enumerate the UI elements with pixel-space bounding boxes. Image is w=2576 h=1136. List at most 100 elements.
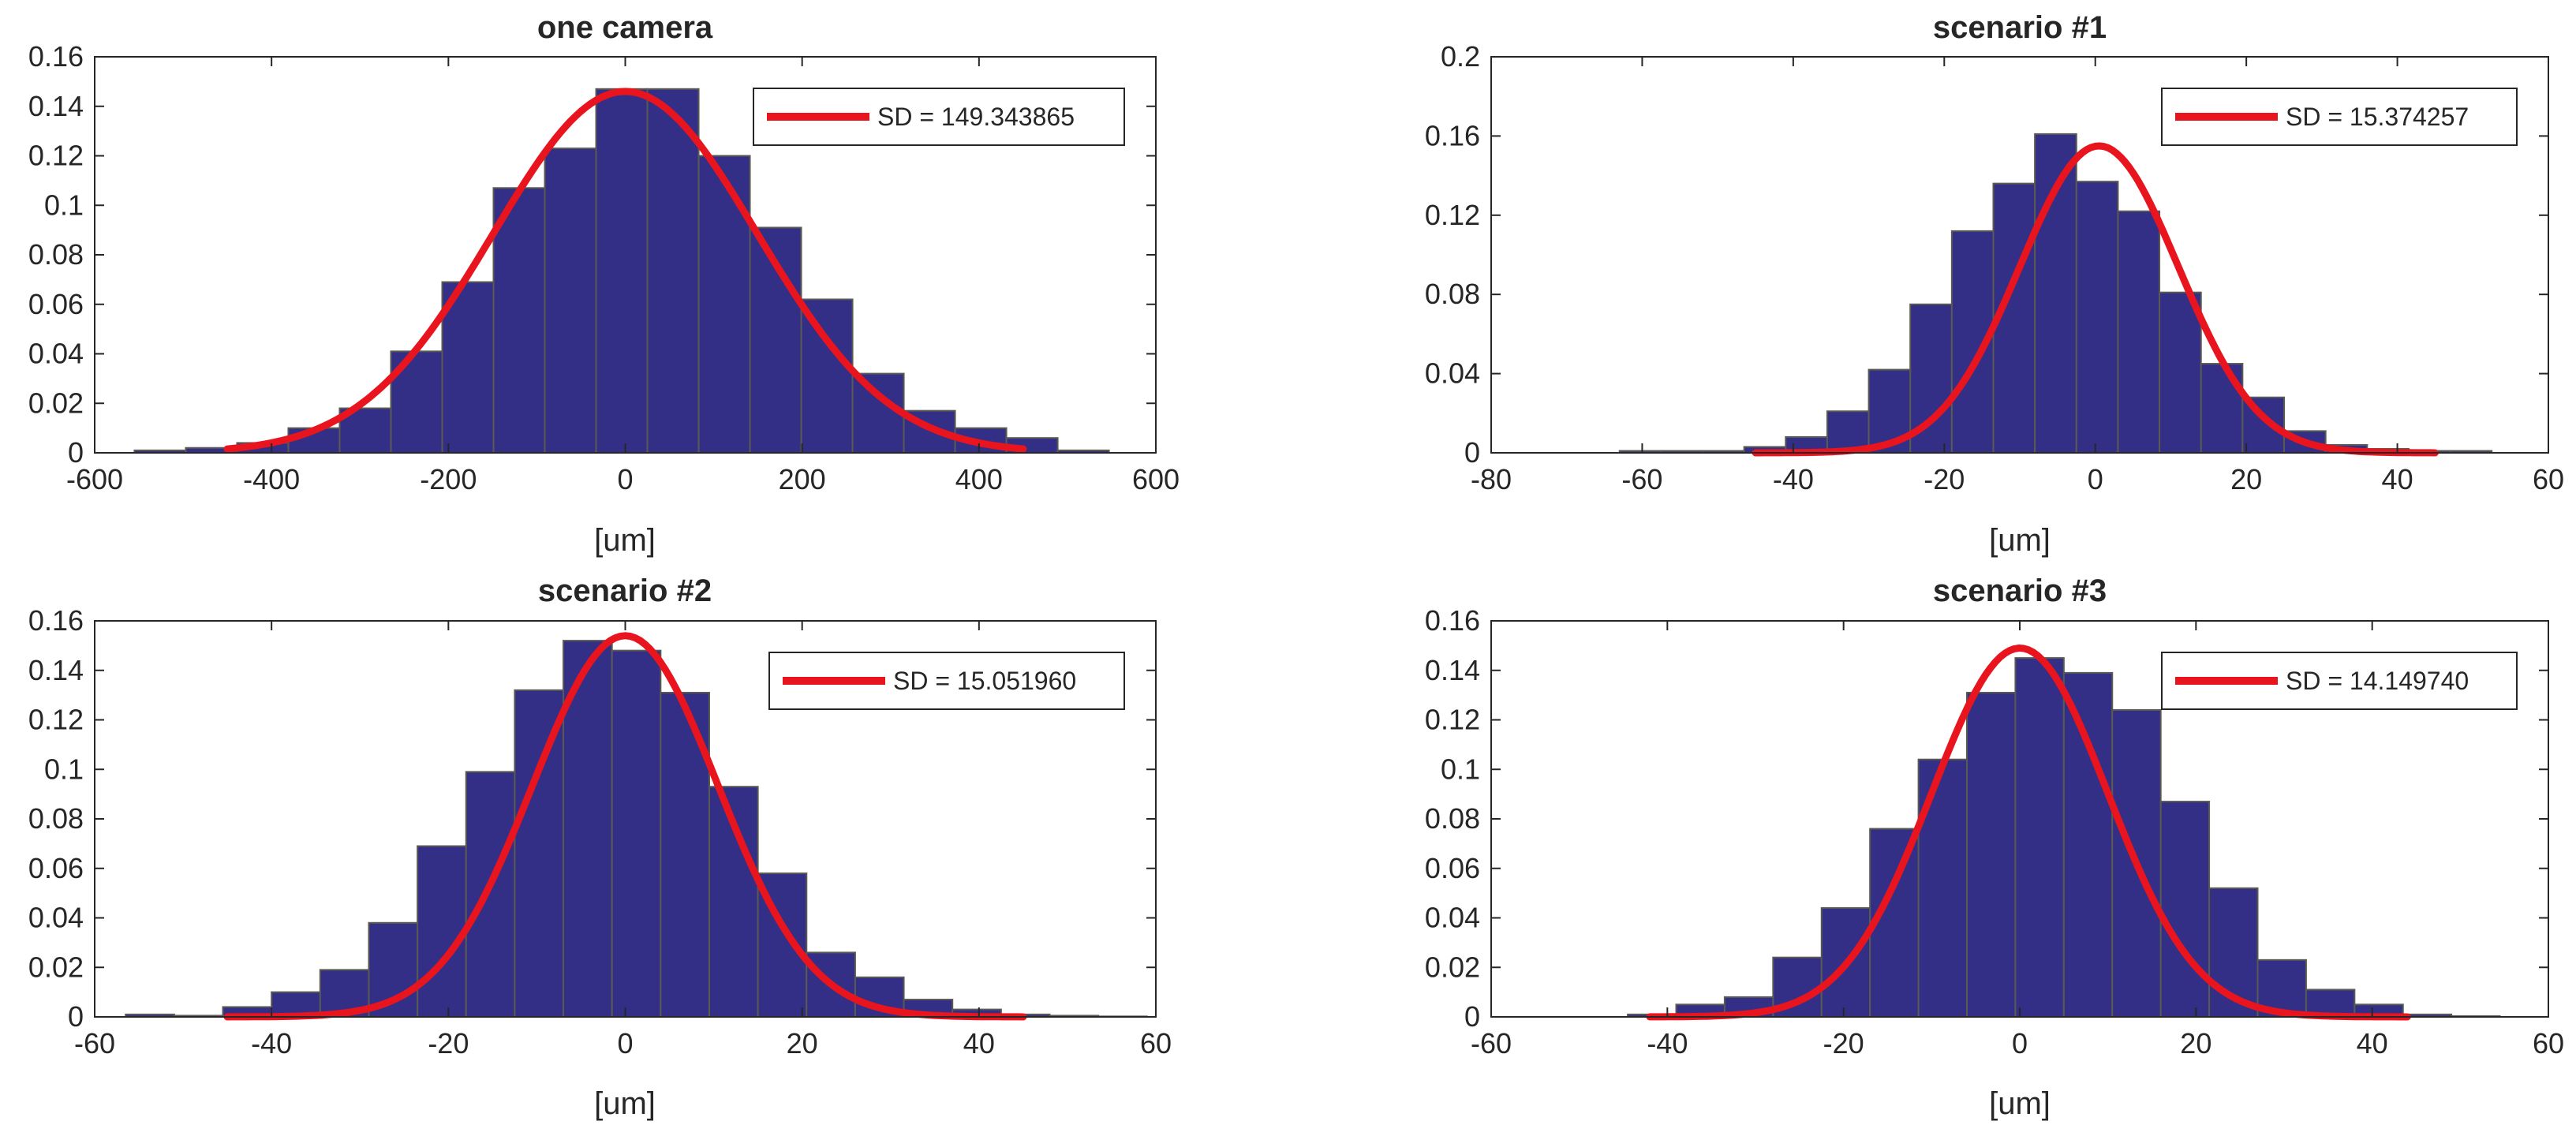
y-tick-label: 0 — [1464, 1000, 1480, 1033]
legend: SD = 14.149740 — [2161, 652, 2518, 710]
x-tick-label: 0 — [2088, 463, 2103, 495]
y-tick-label: 0.12 — [28, 140, 84, 172]
histogram-bar — [2200, 363, 2244, 454]
y-tick-label: 0.16 — [28, 604, 84, 637]
histogram-bar — [2062, 671, 2114, 1018]
y-tick-label: 0.02 — [1425, 951, 1480, 983]
x-tick-label: -60 — [74, 1027, 115, 1059]
x-tick-label: -20 — [1924, 463, 1965, 495]
y-tick-label: 0.06 — [28, 288, 84, 320]
gaussian-fit-line — [1752, 142, 2439, 457]
x-axis-label: [um] — [1989, 523, 2051, 558]
histogram-bar — [2117, 210, 2161, 454]
legend-label: SD = 15.051960 — [893, 667, 1076, 695]
y-tick-label: 0.12 — [28, 704, 84, 736]
x-tick-label: -40 — [1647, 1027, 1688, 1059]
gaussian-fit-line — [1646, 645, 2411, 1021]
y-tick-label: 0 — [1464, 436, 1480, 469]
axes-frame — [1490, 620, 2549, 1018]
histogram-bar — [492, 187, 546, 454]
panel-one-camera: one camera 0 0.02 0.04 0.06 0.08 0.1 0.12 0.14 0… — [28, 10, 1180, 558]
panel-title: scenario #2 — [538, 574, 712, 608]
histogram-bar — [2159, 291, 2202, 454]
legend-box — [753, 88, 1125, 146]
x-tick-label: 20 — [2180, 1027, 2211, 1059]
y-tick-label: 0.02 — [28, 951, 84, 983]
y-tick-label: 0.06 — [1425, 852, 1480, 884]
y-tick-label: 0.12 — [1425, 704, 1480, 736]
y-tick-label: 0.04 — [28, 902, 84, 934]
legend-label: SD = 14.149740 — [2286, 667, 2469, 695]
gaussian-fit-line — [223, 632, 1027, 1021]
histogram-bar — [417, 845, 467, 1018]
x-tick-label: 600 — [1132, 463, 1180, 495]
y-tick-label: 0.1 — [44, 189, 84, 221]
histogram-bar — [595, 88, 649, 454]
axes-frame — [94, 620, 1157, 1018]
x-tick-label: 40 — [2357, 1027, 2388, 1059]
y-tick-label: 0.04 — [1425, 357, 1480, 390]
y-tick-label: 0.14 — [28, 654, 84, 686]
legend-label: SD = 15.374257 — [2286, 103, 2469, 131]
histogram-bar — [2014, 657, 2065, 1018]
y-tick-label: 0.04 — [28, 338, 84, 370]
y-tick-label: 0.12 — [1425, 199, 1480, 231]
histogram-bar — [611, 649, 662, 1018]
panel-scenario-3: scenario #3 0 0.02 0.04 0.06 0.08 0.1 0.12 0.14… — [1425, 574, 2564, 1121]
y-tick-label: 0.14 — [28, 90, 84, 122]
y-tick-label: 0.2 — [1441, 40, 1480, 73]
x-tick-label: -20 — [428, 1027, 469, 1059]
panel-scenario-1: scenario #1 0 0.04 0.08 0.12 0.16 0.2 -80 -60 -… — [1425, 10, 2564, 558]
y-tick-label: 0.1 — [1441, 753, 1480, 785]
y-tick-label: 0.16 — [1425, 604, 1480, 637]
y-tick-label: 0.16 — [28, 40, 84, 73]
y-tick-label: 0.1 — [44, 753, 84, 785]
y-tick-label: 0.08 — [28, 238, 84, 271]
y-tick-label: 0.16 — [1425, 119, 1480, 151]
x-axis-label: [um] — [1989, 1086, 2051, 1121]
y-tick-label: 0 — [68, 1000, 84, 1033]
x-axis-label: [um] — [594, 1086, 656, 1121]
histogram-bar — [697, 155, 751, 454]
histogram-bar — [1966, 691, 2017, 1018]
legend: SD = 15.374257 — [2161, 88, 2518, 146]
histogram-bar — [851, 372, 905, 454]
x-tick-label: 60 — [1140, 1027, 1172, 1059]
x-tick-label: -60 — [1471, 1027, 1512, 1059]
y-tick-label: 0.14 — [1425, 654, 1480, 686]
panel-title: scenario #1 — [1933, 10, 2107, 45]
x-tick-label: -200 — [420, 463, 477, 495]
x-tick-label: 0 — [617, 1027, 633, 1059]
axes-frame — [94, 56, 1157, 454]
x-tick-label: -20 — [1823, 1027, 1864, 1059]
x-tick-label: 0 — [2012, 1027, 2028, 1059]
x-tick-label: -80 — [1471, 463, 1512, 495]
histogram-bar — [563, 640, 613, 1018]
gaussian-fit-line — [223, 88, 1027, 453]
legend: SD = 149.343865 — [753, 88, 1125, 146]
x-axis-label: [um] — [594, 523, 656, 558]
histogram-bar — [465, 771, 516, 1018]
legend: SD = 15.051960 — [768, 652, 1125, 710]
histogram-bar — [544, 148, 597, 454]
histogram-bar — [2075, 181, 2119, 454]
y-tick-label: 0.04 — [1425, 902, 1480, 934]
histogram-bar — [800, 298, 854, 454]
x-tick-label: -60 — [1621, 463, 1662, 495]
x-tick-label: 40 — [963, 1027, 995, 1059]
y-tick-label: 0.08 — [1425, 802, 1480, 835]
panel-title: scenario #3 — [1933, 574, 2107, 608]
x-tick-label: 20 — [2230, 463, 2262, 495]
x-tick-label: 60 — [2533, 463, 2564, 495]
panel-scenario-2: scenario #2 0 0.02 0.04 0.06 0.08 0.1 0.12 0.14… — [28, 574, 1172, 1121]
y-tick-label: 0.06 — [28, 852, 84, 884]
x-tick-label: 40 — [2382, 463, 2413, 495]
x-tick-label: 200 — [779, 463, 826, 495]
x-tick-label: 20 — [787, 1027, 818, 1059]
y-tick-label: 0 — [68, 436, 84, 469]
histogram-bar — [1917, 758, 1968, 1018]
axes-frame — [1490, 56, 2549, 454]
x-tick-label: 400 — [955, 463, 1003, 495]
x-tick-label: -600 — [66, 463, 123, 495]
